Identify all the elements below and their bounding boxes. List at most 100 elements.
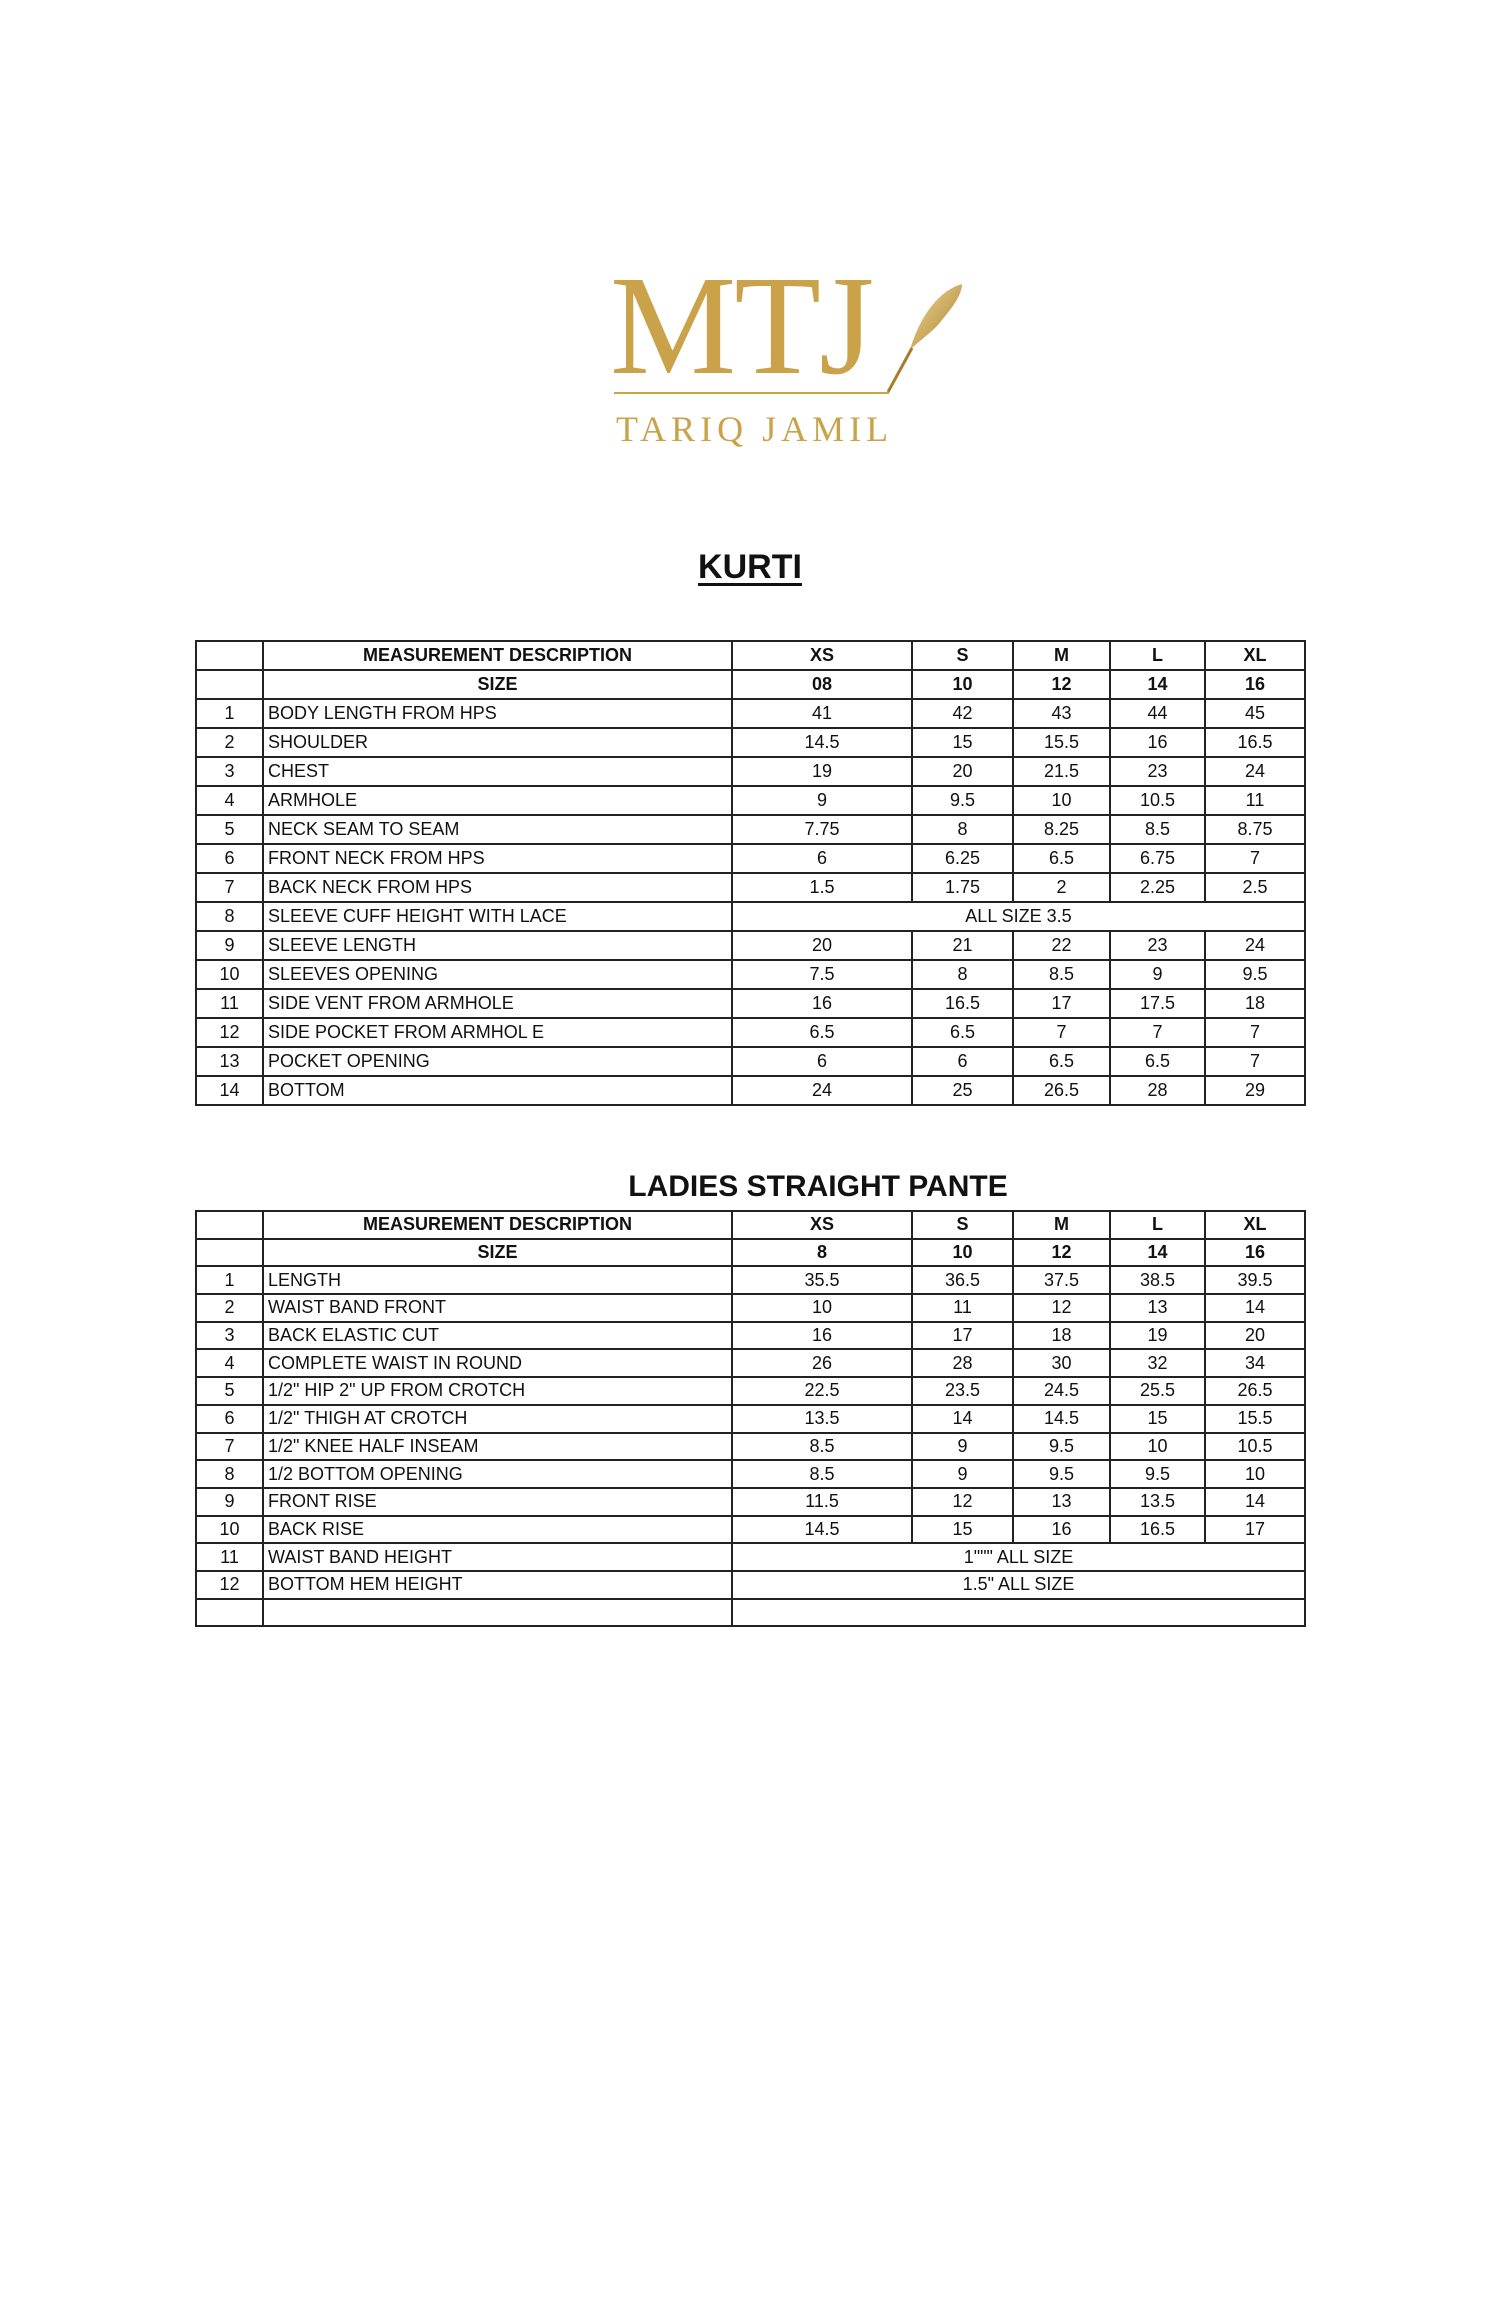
size-header: S (911, 640, 1014, 671)
measurement-value: 9.5 (1012, 1459, 1111, 1489)
measurement-value: 16 (731, 988, 913, 1019)
measurement-value: 8.5 (1012, 959, 1111, 990)
measurement-description: BOTTOM (262, 1075, 733, 1106)
measurement-description: SLEEVES OPENING (262, 959, 733, 990)
measurement-value: 19 (1109, 1320, 1206, 1351)
measurement-value: 8.5 (731, 1459, 913, 1489)
row-number: 2 (195, 727, 264, 758)
measurement-value: 30 (1012, 1348, 1111, 1379)
kurti-title: KURTI (698, 548, 802, 586)
measurement-description: FRONT RISE (262, 1486, 733, 1517)
table-row: 5 1/2" HIP 2" UP FROM CROTCH 22.5 23.5 24.5 2… (195, 1376, 1306, 1406)
row-number: 8 (195, 1459, 264, 1489)
table-row: 10 SLEEVES OPENING 7.5 8 8.5 9 9.5 (195, 959, 1306, 990)
measurement-description: BACK NECK FROM HPS (262, 872, 733, 903)
measurement-description: SLEEVE LENGTH (262, 930, 733, 961)
pante-size-chart: MEASUREMENT DESCRIPTION XS S M L XL SIZE 8 10 12 1… (195, 1210, 1306, 1628)
measurement-value: 21.5 (1012, 756, 1111, 787)
table-row: 11 WAIST BAND HEIGHT 1""" ALL SIZE (195, 1542, 1306, 1572)
measurement-value: 7 (1204, 1017, 1306, 1048)
measurement-value: 14 (911, 1403, 1014, 1434)
row-number: 2 (195, 1293, 264, 1323)
measurement-value: 11 (911, 1293, 1014, 1323)
table-row: 6 1/2" THIGH AT CROTCH 13.5 14 14.5 15 15.5 (195, 1403, 1306, 1434)
size-header: L (1109, 1210, 1206, 1240)
measurement-value: 42 (911, 698, 1014, 729)
measurement-value: 24 (731, 1075, 913, 1106)
row-number (195, 1237, 264, 1268)
measurement-value: 9.5 (1204, 959, 1306, 990)
measurement-value: 17 (911, 1320, 1014, 1351)
row-number-header (195, 640, 264, 671)
measurement-value: 17.5 (1109, 988, 1206, 1019)
measurement-value: 9 (731, 785, 913, 816)
size-value: 14 (1109, 669, 1206, 700)
measurement-description: NECK SEAM TO SEAM (262, 814, 733, 845)
measurement-value: 8 (911, 959, 1014, 990)
measurement-value: 22.5 (731, 1376, 913, 1406)
size-header: M (1012, 640, 1111, 671)
size-label: SIZE (262, 669, 733, 700)
measurement-value: 9 (911, 1431, 1014, 1462)
measurement-value: 7.5 (731, 959, 913, 990)
measurement-value: 15.5 (1012, 727, 1111, 758)
row-number: 7 (195, 1431, 264, 1462)
measurement-description: BOTTOM HEM HEIGHT (262, 1569, 733, 1600)
measurement-description: POCKET OPENING (262, 1046, 733, 1077)
table-row: 5 NECK SEAM TO SEAM 7.75 8 8.25 8.5 8.75 (195, 814, 1306, 845)
row-number: 5 (195, 814, 264, 845)
measurement-value: 7 (1012, 1017, 1111, 1048)
measurement-value: 8.5 (1109, 814, 1206, 845)
size-row: SIZE 08 10 12 14 16 (195, 669, 1306, 700)
measurement-value: 1.75 (911, 872, 1014, 903)
size-value: 16 (1204, 1237, 1306, 1268)
row-number: 7 (195, 872, 264, 903)
measurement-value: 16.5 (1204, 727, 1306, 758)
size-header: XL (1204, 640, 1306, 671)
measurement-value: 15 (911, 727, 1014, 758)
all-size-value: 1""" ALL SIZE (731, 1542, 1306, 1572)
row-number: 3 (195, 1320, 264, 1351)
measurement-value: 2 (1012, 872, 1111, 903)
measurement-value: 10.5 (1204, 1431, 1306, 1462)
all-size-value (731, 1597, 1306, 1628)
measurement-value: 14.5 (731, 727, 913, 758)
measurement-value: 7 (1109, 1017, 1206, 1048)
table-row: 13 POCKET OPENING 6 6 6.5 6.5 7 (195, 1046, 1306, 1077)
measurement-value: 9 (911, 1459, 1014, 1489)
measurement-description: 1/2 BOTTOM OPENING (262, 1459, 733, 1489)
brand-logo: MTJ TARIQ JAMIL (600, 254, 980, 450)
row-number: 9 (195, 930, 264, 961)
table-row: 1 BODY LENGTH FROM HPS 41 42 43 44 45 (195, 698, 1306, 729)
row-number: 12 (195, 1017, 264, 1048)
row-number: 5 (195, 1376, 264, 1406)
measurement-value: 21 (911, 930, 1014, 961)
table-row: 10 BACK RISE 14.5 15 16 16.5 17 (195, 1514, 1306, 1545)
row-number: 1 (195, 1265, 264, 1296)
row-number: 8 (195, 901, 264, 932)
measurement-value: 7 (1204, 843, 1306, 874)
measurement-value: 12 (911, 1486, 1014, 1517)
measurement-value: 23.5 (911, 1376, 1014, 1406)
table-row: 1 LENGTH 35.5 36.5 37.5 38.5 39.5 (195, 1265, 1306, 1296)
measurement-value: 11.5 (731, 1486, 913, 1517)
measurement-value: 16.5 (911, 988, 1014, 1019)
logo-divider (614, 392, 889, 394)
table-row: 9 FRONT RISE 11.5 12 13 13.5 14 (195, 1486, 1306, 1517)
measurement-value: 44 (1109, 698, 1206, 729)
measurement-value: 6.5 (1012, 1046, 1111, 1077)
measurement-value: 7.75 (731, 814, 913, 845)
measurement-value: 6.5 (1109, 1046, 1206, 1077)
measurement-value: 15 (1109, 1403, 1206, 1434)
size-row: SIZE 8 10 12 14 16 (195, 1237, 1306, 1268)
row-number: 3 (195, 756, 264, 787)
measurement-value: 7 (1204, 1046, 1306, 1077)
measurement-value: 26 (731, 1348, 913, 1379)
table-row: 6 FRONT NECK FROM HPS 6 6.25 6.5 6.75 7 (195, 843, 1306, 874)
measurement-value: 9.5 (911, 785, 1014, 816)
table-row: 12 SIDE POCKET FROM ARMHOL E 6.5 6.5 7 7 7 (195, 1017, 1306, 1048)
row-number-header (195, 1210, 264, 1240)
measurement-value: 13 (1012, 1486, 1111, 1517)
size-label: SIZE (262, 1237, 733, 1268)
measurement-value: 2.5 (1204, 872, 1306, 903)
